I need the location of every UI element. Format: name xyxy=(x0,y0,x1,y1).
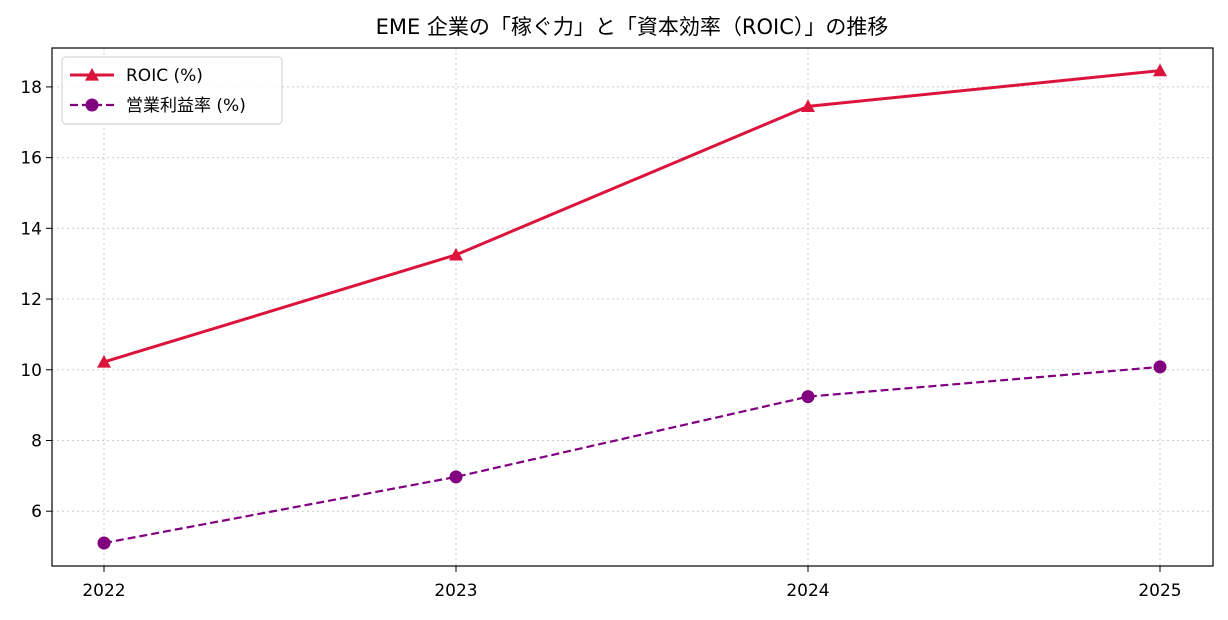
data-point-circle xyxy=(449,470,463,484)
data-point-triangle xyxy=(449,247,463,261)
y-tick-label: 6 xyxy=(31,502,42,522)
y-tick-label: 10 xyxy=(20,361,42,381)
data-point-triangle xyxy=(1153,63,1167,77)
data-point-circle xyxy=(801,390,815,404)
axes: 2022 2023 2024 2025 6 8 10 12 14 16 18 xyxy=(20,47,1214,601)
y-tick-label: 14 xyxy=(20,219,42,239)
legend-label: ROIC (%) xyxy=(126,66,203,86)
grid-lines xyxy=(52,48,1213,566)
series-2 xyxy=(97,360,1167,550)
legend-label: 営業利益率 (%) xyxy=(126,96,246,116)
x-tick-label: 2023 xyxy=(434,581,477,601)
series-line xyxy=(103,69,1161,364)
y-tick-label: 12 xyxy=(20,290,42,310)
series-lines xyxy=(97,63,1167,550)
x-tick-label: 2024 xyxy=(786,581,829,601)
y-tick-label: 16 xyxy=(20,149,42,169)
data-point-triangle xyxy=(801,99,815,112)
x-tick-label: 2022 xyxy=(82,581,125,601)
data-point-triangle xyxy=(85,68,99,81)
y-tick-label: 18 xyxy=(20,78,42,98)
legend-entry: 営業利益率 (%) xyxy=(70,96,246,116)
chart-title: EME 企業の「稼ぐ力」と「資本効率（ROIC）」の推移 xyxy=(376,15,889,39)
data-point-triangle xyxy=(97,354,111,368)
y-tick-label: 8 xyxy=(31,431,42,451)
data-point-circle xyxy=(85,98,99,112)
x-tick-label: 2025 xyxy=(1138,581,1181,601)
legend-entry: ROIC (%) xyxy=(70,66,203,86)
data-point-circle xyxy=(97,536,111,550)
series-line xyxy=(103,365,1161,545)
legend: ROIC (%) 営業利益率 (%) xyxy=(61,56,283,125)
plot-frame xyxy=(51,47,1214,567)
legend-box xyxy=(61,56,283,125)
series-1 xyxy=(97,63,1167,368)
data-point-circle xyxy=(1153,360,1167,374)
